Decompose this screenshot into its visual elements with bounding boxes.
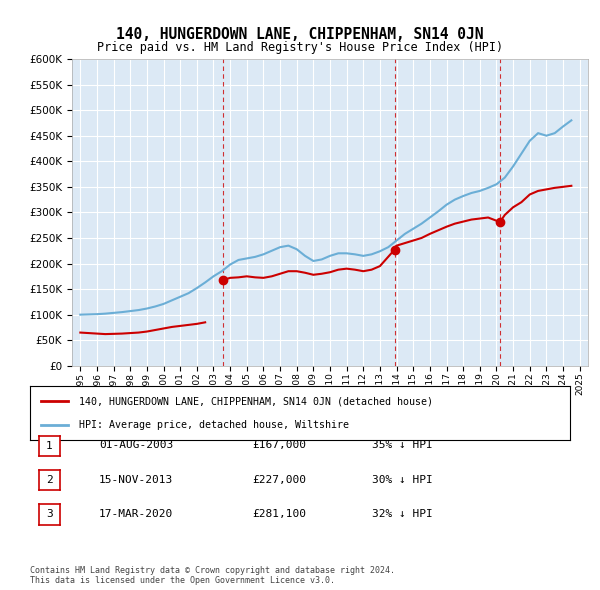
Text: 1: 1 — [46, 441, 53, 451]
Text: 15-NOV-2013: 15-NOV-2013 — [99, 475, 173, 484]
Text: 17-MAR-2020: 17-MAR-2020 — [99, 509, 173, 519]
Text: Contains HM Land Registry data © Crown copyright and database right 2024.
This d: Contains HM Land Registry data © Crown c… — [30, 566, 395, 585]
Text: 35% ↓ HPI: 35% ↓ HPI — [372, 441, 433, 450]
Text: Price paid vs. HM Land Registry's House Price Index (HPI): Price paid vs. HM Land Registry's House … — [97, 41, 503, 54]
Text: 140, HUNGERDOWN LANE, CHIPPENHAM, SN14 0JN (detached house): 140, HUNGERDOWN LANE, CHIPPENHAM, SN14 0… — [79, 396, 433, 407]
Text: 32% ↓ HPI: 32% ↓ HPI — [372, 509, 433, 519]
Text: 30% ↓ HPI: 30% ↓ HPI — [372, 475, 433, 484]
Text: 3: 3 — [46, 510, 53, 519]
Text: £227,000: £227,000 — [252, 475, 306, 484]
Text: 140, HUNGERDOWN LANE, CHIPPENHAM, SN14 0JN: 140, HUNGERDOWN LANE, CHIPPENHAM, SN14 0… — [116, 27, 484, 41]
Text: 2: 2 — [46, 476, 53, 485]
Text: £281,100: £281,100 — [252, 509, 306, 519]
Text: HPI: Average price, detached house, Wiltshire: HPI: Average price, detached house, Wilt… — [79, 419, 349, 430]
Text: £167,000: £167,000 — [252, 441, 306, 450]
Text: 01-AUG-2003: 01-AUG-2003 — [99, 441, 173, 450]
